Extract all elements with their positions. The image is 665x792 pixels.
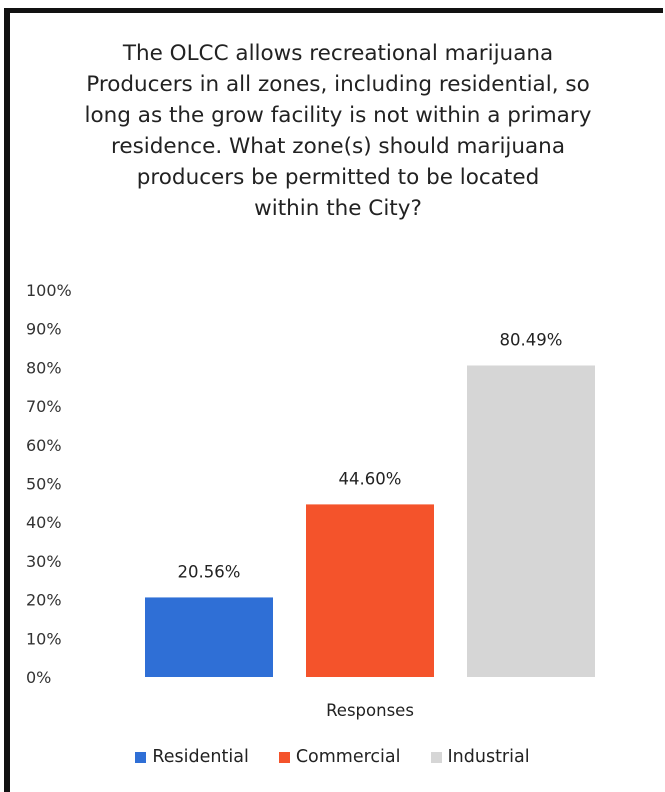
bars <box>145 365 595 677</box>
x-axis-label: Responses <box>326 701 414 720</box>
legend-swatch <box>430 751 442 763</box>
legend-item-industrial: Industrial <box>430 747 530 767</box>
data-labels: 20.56% 44.60% 80.49% <box>178 331 563 582</box>
y-tick-label: 40% <box>26 513 62 532</box>
legend-item-residential: Residential <box>135 747 249 767</box>
legend-label: Industrial <box>447 747 530 767</box>
chart-title: The OLCC allows recreational marijuana P… <box>84 41 592 221</box>
y-axis-ticks: 0% 10% 20% 30% 40% 50% 60% 70% 80% 90% 100% <box>26 281 72 687</box>
y-tick-label: 0% <box>26 668 51 687</box>
legend-label: Residential <box>152 747 249 767</box>
legend: Residential Commercial Industrial <box>0 747 665 767</box>
data-label-industrial: 80.49% <box>500 331 563 350</box>
y-tick-label: 70% <box>26 397 62 416</box>
legend-swatch <box>135 751 147 763</box>
bar-commercial <box>306 504 434 677</box>
bar-residential <box>145 597 273 677</box>
y-tick-label: 50% <box>26 475 62 494</box>
legend-item-commercial: Commercial <box>278 747 401 767</box>
y-tick-label: 30% <box>26 552 62 571</box>
y-tick-label: 20% <box>26 591 62 610</box>
y-tick-label: 90% <box>26 320 62 339</box>
y-tick-label: 80% <box>26 358 62 377</box>
legend-swatch <box>278 751 290 763</box>
data-label-residential: 20.56% <box>178 562 241 581</box>
bar-industrial <box>467 365 595 677</box>
y-tick-label: 60% <box>26 436 62 455</box>
data-label-commercial: 44.60% <box>339 469 402 488</box>
legend-label: Commercial <box>295 747 401 767</box>
y-tick-label: 10% <box>26 629 62 648</box>
y-tick-label: 100% <box>26 281 72 300</box>
